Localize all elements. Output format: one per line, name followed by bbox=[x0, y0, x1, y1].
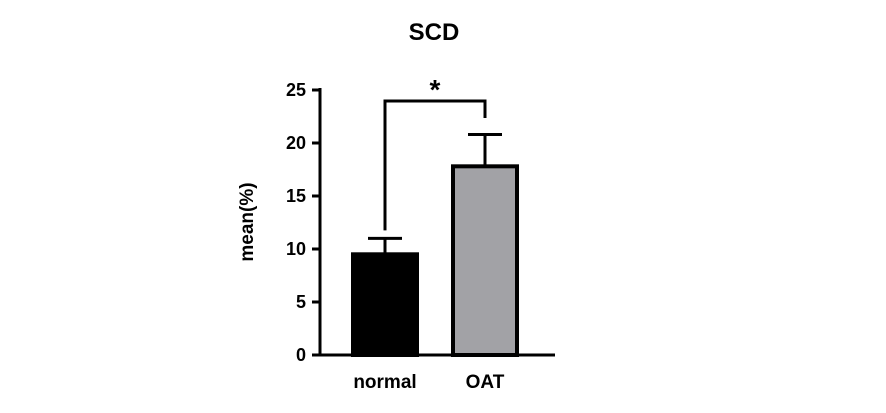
error-bars bbox=[368, 133, 502, 255]
bars bbox=[351, 164, 519, 357]
bar-oat bbox=[451, 164, 519, 357]
y-tick-label-3: 15 bbox=[286, 186, 306, 206]
error-bar-normal bbox=[368, 236, 402, 255]
category-label-normal: normal bbox=[353, 372, 416, 393]
y-tick-label-2: 10 bbox=[286, 239, 306, 259]
y-tick-label-5: 25 bbox=[286, 80, 306, 100]
y-tick-label-4: 20 bbox=[286, 133, 306, 153]
category-label-oat: OAT bbox=[466, 372, 505, 393]
error-bar-oat bbox=[468, 133, 502, 167]
x-axis-categories: normal OAT bbox=[353, 372, 504, 393]
axes bbox=[318, 88, 555, 357]
chart-title: SCD bbox=[409, 19, 460, 46]
significance-line bbox=[383, 99, 487, 231]
bar-normal bbox=[351, 252, 419, 357]
significance-bracket: * bbox=[383, 74, 487, 231]
y-tick-label-0: 0 bbox=[296, 345, 306, 365]
significance-label: * bbox=[430, 74, 441, 105]
y-tick-label-1: 5 bbox=[296, 292, 306, 312]
y-axis-ticks: 0 5 10 15 20 25 bbox=[286, 80, 320, 365]
y-axis-label: mean(%) bbox=[237, 182, 258, 261]
